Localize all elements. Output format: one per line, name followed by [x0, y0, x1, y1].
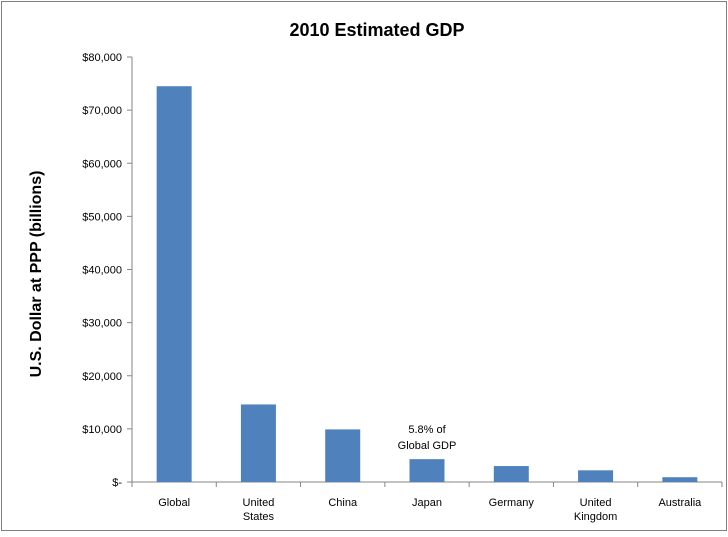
x-tick-label: Global: [158, 497, 190, 509]
y-axis-label: U.S. Dollar at PPP (billions): [28, 171, 45, 378]
bar: [493, 466, 529, 482]
bar: [578, 470, 614, 482]
bar: [156, 86, 192, 482]
y-tick-label: $70,000: [82, 105, 122, 117]
y-tick-label: $60,000: [82, 158, 122, 170]
y-tick-label: $40,000: [82, 265, 122, 277]
y-tick-label: $20,000: [82, 371, 122, 383]
x-tick-label: United: [243, 497, 275, 509]
axes: [127, 56, 723, 487]
x-tick-label: Australia: [658, 497, 702, 509]
bar: [662, 477, 698, 482]
y-tick-label: $10,000: [82, 424, 122, 436]
bar: [409, 459, 445, 482]
y-tick-label: $80,000: [82, 52, 122, 64]
x-tick-label: States: [243, 511, 275, 523]
annotation-label: 5.8% of: [408, 424, 446, 436]
axis-labels: $- $10,000 $20,000 $30,000 $40,000 $50,000 $60…: [82, 52, 702, 523]
bar: [325, 429, 361, 482]
x-tick-label: Japan: [412, 497, 442, 509]
x-tick-label: Germany: [489, 497, 535, 509]
y-tick-label: $-: [112, 477, 122, 489]
x-tick-label: United: [580, 497, 612, 509]
x-tick-label: China: [328, 497, 358, 509]
x-tick-label: Kingdom: [574, 511, 617, 523]
y-tick-label: $50,000: [82, 211, 122, 223]
bar: [240, 404, 276, 482]
chart-title: 2010 Estimated GDP: [289, 20, 464, 40]
bars: [156, 86, 698, 482]
y-tick-label: $30,000: [82, 318, 122, 330]
annotation-label: Global GDP: [398, 440, 457, 452]
